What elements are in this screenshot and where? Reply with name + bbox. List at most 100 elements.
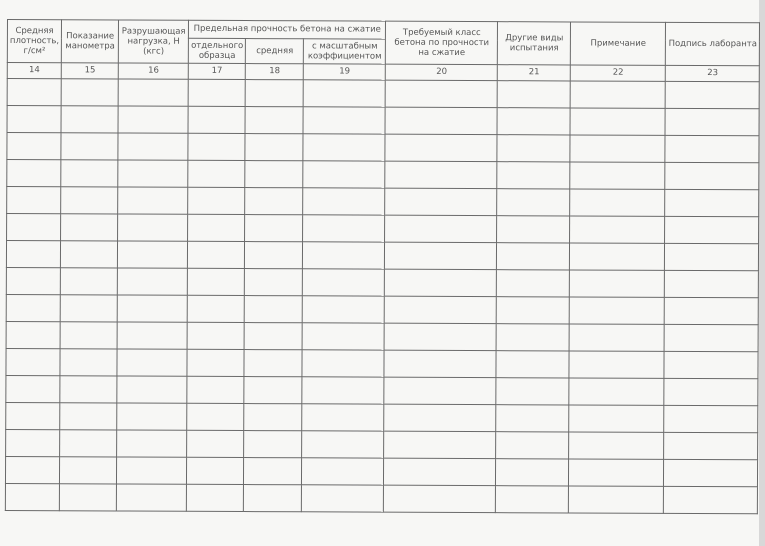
empty-cell xyxy=(301,430,385,459)
empty-cell xyxy=(187,268,245,296)
concrete-test-log-table: Средняя плотность, г/см² Показание маном… xyxy=(5,19,760,514)
empty-cell xyxy=(497,134,571,162)
empty-cell xyxy=(188,160,246,188)
col-number: 14 xyxy=(7,62,62,79)
empty-cell xyxy=(384,296,497,324)
col-number: 15 xyxy=(61,62,119,79)
empty-cell xyxy=(60,267,118,295)
table-row xyxy=(6,186,760,217)
col-number: 16 xyxy=(118,62,189,80)
empty-cell xyxy=(496,242,570,270)
table-row xyxy=(6,267,759,298)
empty-cell xyxy=(5,402,61,430)
table-row xyxy=(6,213,760,244)
empty-cell xyxy=(384,323,497,351)
empty-cell xyxy=(118,78,189,107)
empty-cell xyxy=(118,132,189,161)
empty-cell xyxy=(5,456,60,484)
empty-cell xyxy=(496,215,571,243)
empty-cell xyxy=(244,403,303,431)
table-row xyxy=(7,105,760,136)
col-header-group-strength: Предельная прочность бетона на сжатие xyxy=(188,20,386,40)
empty-cell xyxy=(303,187,386,216)
empty-cell xyxy=(569,377,665,406)
empty-cell xyxy=(569,296,665,325)
empty-cell xyxy=(303,79,386,108)
empty-cell xyxy=(496,350,570,378)
col-number: 20 xyxy=(385,64,498,81)
empty-cell xyxy=(7,105,62,133)
empty-cell xyxy=(302,268,385,297)
empty-cell xyxy=(187,322,245,350)
empty-cell xyxy=(60,186,119,214)
empty-cell xyxy=(60,321,118,349)
col-header-other-tests: Другие виды испытания xyxy=(497,21,571,65)
header-row: Средняя плотность, г/см² Показание маном… xyxy=(7,19,760,66)
empty-cell xyxy=(664,378,759,406)
empty-cell xyxy=(570,134,666,163)
table-row xyxy=(5,456,758,487)
empty-cell xyxy=(302,349,385,378)
col-number: 22 xyxy=(570,64,666,82)
empty-cell xyxy=(244,349,303,377)
empty-cell xyxy=(302,376,385,405)
empty-cell xyxy=(6,321,61,349)
col-number: 19 xyxy=(303,63,386,81)
col-header-note: Примечание xyxy=(570,21,666,66)
empty-cell xyxy=(497,161,571,189)
empty-cell xyxy=(570,188,666,217)
empty-cell xyxy=(187,376,245,404)
table-row xyxy=(5,402,759,433)
empty-cell xyxy=(117,375,188,404)
empty-cell xyxy=(187,241,245,269)
empty-cell xyxy=(665,81,760,109)
empty-cell xyxy=(59,402,118,430)
empty-cell xyxy=(383,485,496,513)
col-header-gauge: Показание манометра xyxy=(61,19,119,63)
empty-cell xyxy=(5,483,60,511)
empty-cell xyxy=(59,483,117,511)
empty-cell xyxy=(244,241,303,269)
empty-cell xyxy=(118,105,189,134)
empty-cell xyxy=(302,241,385,270)
empty-cell xyxy=(244,214,304,242)
empty-cell xyxy=(5,348,61,376)
empty-cell xyxy=(6,294,61,322)
empty-cell xyxy=(60,348,118,376)
empty-cell xyxy=(384,377,497,405)
empty-cell xyxy=(186,457,244,485)
empty-cell xyxy=(187,349,245,377)
empty-cell xyxy=(117,186,189,215)
empty-cell xyxy=(117,213,188,242)
empty-cell xyxy=(245,160,304,188)
empty-cell xyxy=(383,431,497,459)
col-header-single-sample: отдельного образца xyxy=(188,38,246,64)
empty-cell xyxy=(59,456,117,484)
empty-cell xyxy=(243,457,302,485)
empty-cell xyxy=(496,269,570,297)
empty-cell xyxy=(245,79,304,107)
empty-cell xyxy=(61,159,119,187)
empty-cell xyxy=(569,242,665,271)
empty-cell xyxy=(5,375,61,403)
empty-cell xyxy=(117,294,188,323)
empty-cell xyxy=(302,214,386,243)
empty-cell xyxy=(116,429,187,458)
empty-cell xyxy=(663,486,758,514)
empty-cell xyxy=(188,79,246,107)
empty-cell xyxy=(243,484,302,512)
col-header-average: средняя xyxy=(245,38,304,64)
empty-cell xyxy=(569,269,665,298)
empty-cell xyxy=(7,78,62,106)
empty-cell xyxy=(663,432,759,460)
empty-cell xyxy=(244,322,303,350)
empty-cell xyxy=(6,159,62,187)
table-row xyxy=(6,132,760,163)
table-row xyxy=(5,348,759,379)
empty-cell xyxy=(6,267,61,295)
empty-cell xyxy=(303,106,386,135)
empty-cell xyxy=(243,430,303,458)
empty-cell xyxy=(664,243,759,271)
table-row xyxy=(5,375,759,406)
empty-cell xyxy=(59,429,117,457)
